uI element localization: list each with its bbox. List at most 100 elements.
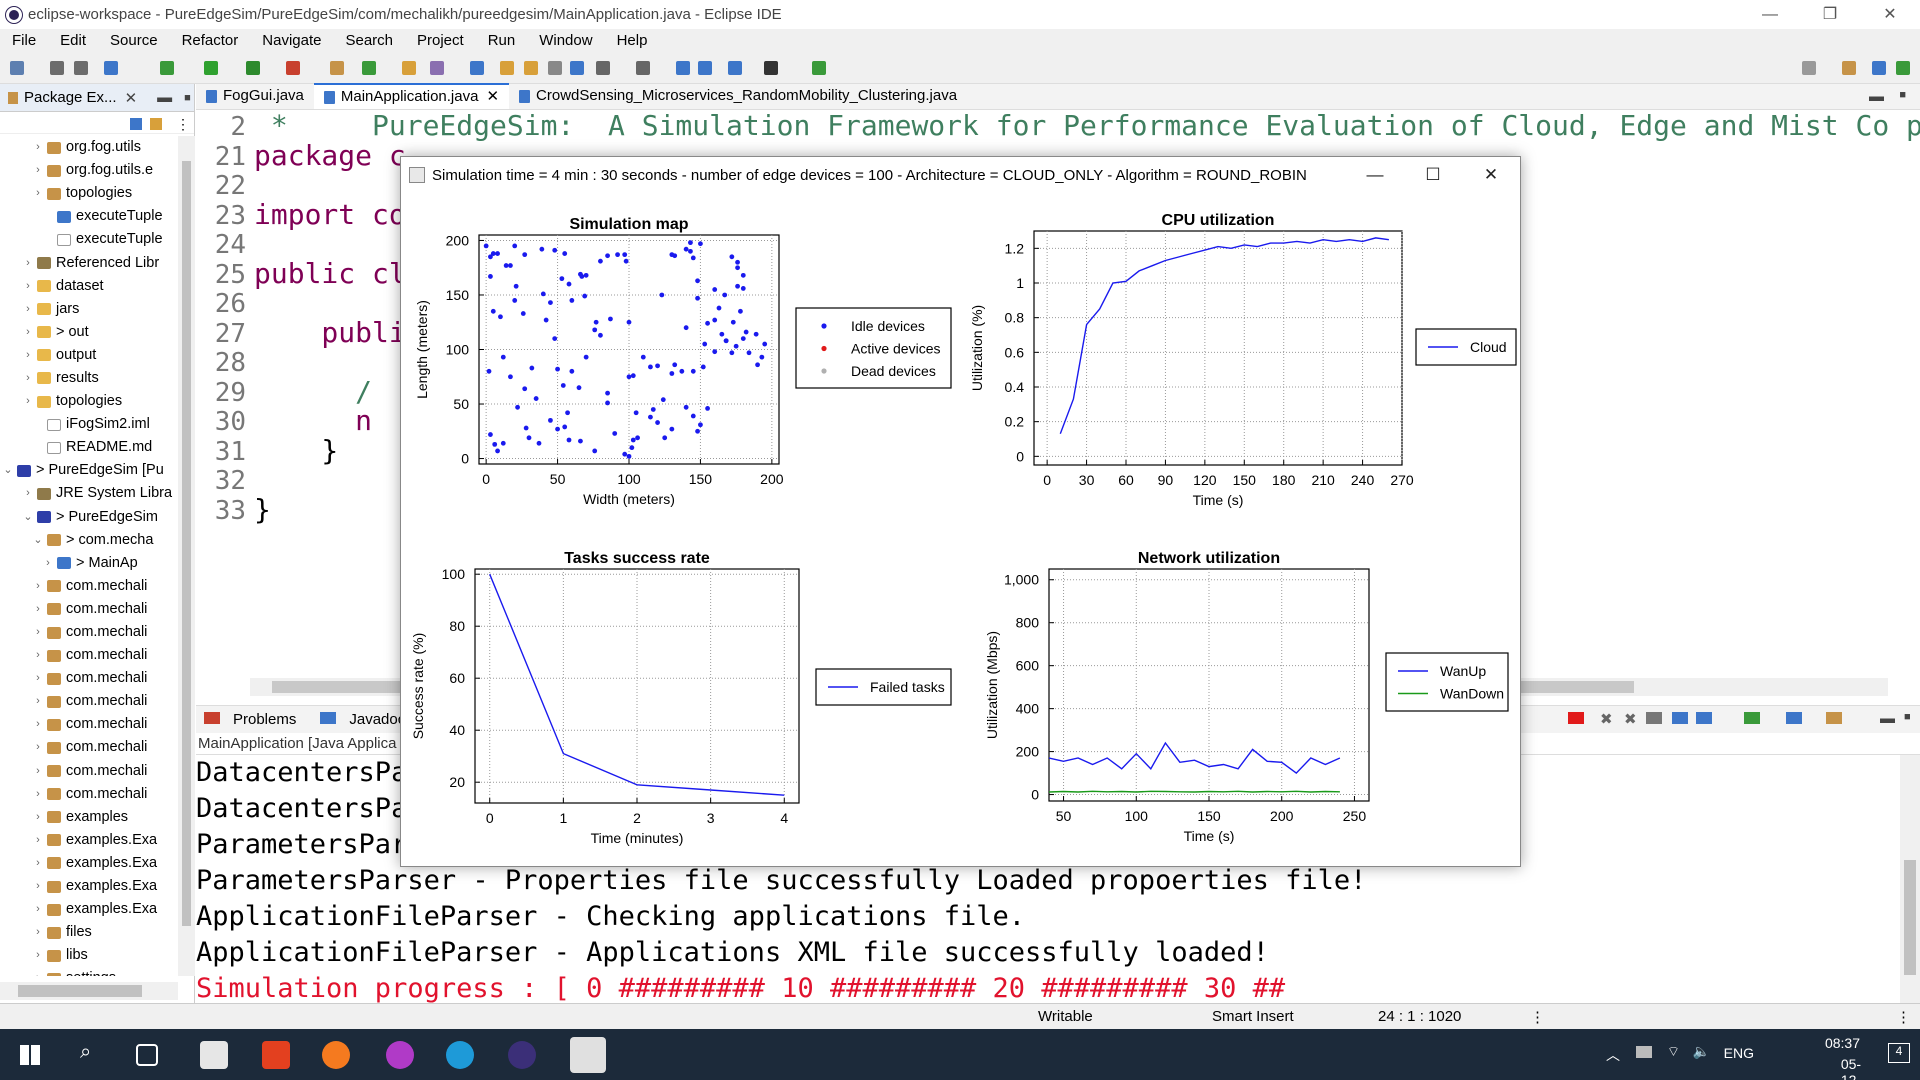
expand-chevron-icon[interactable]: ›: [36, 602, 40, 615]
tree-item[interactable]: › com.mechali: [0, 621, 178, 644]
save-all-icon[interactable]: [74, 61, 88, 75]
tree-item[interactable]: executeTuple: [0, 228, 178, 251]
expand-chevron-icon[interactable]: ⌄: [3, 464, 13, 477]
tree-item[interactable]: › com.mechali: [0, 690, 178, 713]
tree-item[interactable]: › examples.Exa: [0, 875, 178, 898]
open-perspective-icon[interactable]: [1842, 61, 1856, 75]
open-type-icon[interactable]: [402, 61, 416, 75]
java-perspective-icon[interactable]: [1872, 61, 1886, 75]
expand-chevron-icon[interactable]: ›: [36, 579, 40, 592]
expand-chevron-icon[interactable]: ›: [36, 718, 40, 731]
tree-item[interactable]: › com.mechali: [0, 736, 178, 759]
tree-item[interactable]: › jars: [0, 298, 178, 321]
back-icon[interactable]: [676, 61, 690, 75]
forward-arrow-icon[interactable]: [764, 61, 778, 75]
battery-icon[interactable]: [1636, 1046, 1652, 1058]
status-more-icon[interactable]: ⋮: [1896, 1009, 1911, 1026]
clear-console-icon[interactable]: [1646, 712, 1662, 724]
expand-chevron-icon[interactable]: ›: [26, 256, 30, 269]
expand-chevron-icon[interactable]: ›: [26, 371, 30, 384]
tab-javadoc[interactable]: Javadoc: [312, 711, 421, 728]
expand-chevron-icon[interactable]: ›: [36, 926, 40, 939]
search-taskbar-icon[interactable]: ⌕: [80, 1041, 92, 1063]
new-class-icon[interactable]: [362, 61, 376, 75]
tree-item[interactable]: executeTuple: [0, 205, 178, 228]
tree-item[interactable]: › com.mechali: [0, 598, 178, 621]
tree-item[interactable]: › topologies: [0, 182, 178, 205]
mask-app-icon[interactable]: [386, 1041, 414, 1069]
word-wrap-icon[interactable]: [1696, 712, 1712, 724]
menu-help[interactable]: Help: [616, 32, 648, 49]
show-hidden-icons-icon[interactable]: ︿: [1606, 1047, 1620, 1063]
java-app-icon[interactable]: [570, 1037, 606, 1073]
coverage-icon[interactable]: [246, 61, 260, 75]
expand-chevron-icon[interactable]: ›: [36, 187, 40, 200]
expand-chevron-icon[interactable]: ›: [26, 325, 30, 338]
new-icon[interactable]: [10, 61, 24, 75]
search-icon[interactable]: [1802, 61, 1816, 75]
maximize-editor-icon[interactable]: ■: [1899, 89, 1906, 101]
expand-chevron-icon[interactable]: ›: [36, 626, 40, 639]
expand-chevron-icon[interactable]: ›: [36, 672, 40, 685]
external-tools-icon[interactable]: [286, 61, 300, 75]
menu-project[interactable]: Project: [417, 32, 464, 49]
tree-item[interactable]: › com.mechali: [0, 644, 178, 667]
next-annotation-icon[interactable]: [596, 61, 610, 75]
expand-chevron-icon[interactable]: ›: [36, 810, 40, 823]
save-icon[interactable]: [50, 61, 64, 75]
tree-item[interactable]: › com.mechali: [0, 575, 178, 598]
tree-item[interactable]: › JRE System Libra: [0, 482, 178, 505]
language-indicator[interactable]: ENG: [1723, 1045, 1754, 1061]
volume-icon[interactable]: 🔈: [1692, 1043, 1710, 1059]
tree-item[interactable]: › com.mechali: [0, 760, 178, 783]
maximize-view-icon[interactable]: ■: [184, 91, 191, 104]
expand-chevron-icon[interactable]: ›: [26, 279, 30, 292]
mark-occurrences-icon[interactable]: [500, 61, 514, 75]
menu-file[interactable]: File: [12, 32, 37, 49]
tree-item[interactable]: › examples.Exa: [0, 829, 178, 852]
dialog-close-button[interactable]: ✕: [1483, 165, 1499, 184]
pin-editor-icon[interactable]: [812, 61, 826, 75]
menu-source[interactable]: Source: [110, 32, 158, 49]
menu-window[interactable]: Window: [539, 32, 593, 49]
package-explorer-scrollbar[interactable]: [178, 136, 195, 976]
minimize-panel-icon[interactable]: ▬: [1880, 710, 1895, 727]
package-explorer-hscrollbar[interactable]: [0, 982, 178, 1000]
clock-date[interactable]: 05-12-2022: [1840, 1056, 1862, 1080]
dialog-minimize-button[interactable]: —: [1366, 165, 1384, 184]
terminate-icon[interactable]: [1568, 712, 1584, 724]
expand-chevron-icon[interactable]: ›: [36, 141, 40, 154]
expand-chevron-icon[interactable]: ›: [36, 949, 40, 962]
tree-item[interactable]: › Referenced Libr: [0, 251, 178, 274]
wifi-icon[interactable]: ⌔: [1666, 1043, 1680, 1059]
expand-chevron-icon[interactable]: ›: [36, 833, 40, 846]
remove-all-icon[interactable]: ✖: [1624, 711, 1637, 728]
menu-navigate[interactable]: Navigate: [262, 32, 322, 49]
windows-start-icon[interactable]: [20, 1045, 40, 1065]
task-view-icon[interactable]: [136, 1044, 158, 1066]
open-task-icon[interactable]: [430, 61, 444, 75]
tree-item[interactable]: › output: [0, 344, 178, 367]
prev-annotation-icon[interactable]: [636, 61, 650, 75]
tree-item[interactable]: › com.mechali: [0, 783, 178, 806]
dialog-maximize-button[interactable]: ☐: [1425, 165, 1441, 184]
tab-mainapplication[interactable]: MainApplication.java ✕: [313, 83, 510, 109]
debug-perspective-icon[interactable]: [1896, 61, 1910, 75]
package-explorer-tab[interactable]: Package Ex... ✕ ▬ ■: [0, 84, 194, 112]
expand-chevron-icon[interactable]: ›: [36, 856, 40, 869]
menu-refactor[interactable]: Refactor: [181, 32, 239, 49]
close-tab-icon[interactable]: ✕: [486, 88, 500, 105]
expand-chevron-icon[interactable]: ›: [32, 967, 44, 976]
expand-chevron-icon[interactable]: ›: [26, 302, 30, 315]
maximize-panel-icon[interactable]: ■: [1904, 711, 1911, 723]
minimize-view-icon[interactable]: ▬: [157, 89, 173, 106]
open-console-icon[interactable]: [1826, 712, 1842, 724]
tree-item[interactable]: › topologies: [0, 390, 178, 413]
clock-time[interactable]: 08:37: [1824, 1035, 1860, 1051]
menu-search[interactable]: Search: [345, 32, 393, 49]
status-menu-icon[interactable]: ⋮: [1530, 1009, 1545, 1026]
close-tab-icon[interactable]: ✕: [124, 89, 138, 107]
expand-chevron-icon[interactable]: ›: [36, 880, 40, 893]
tree-item[interactable]: › examples.Exa: [0, 898, 178, 921]
tree-item[interactable]: › dataset: [0, 275, 178, 298]
